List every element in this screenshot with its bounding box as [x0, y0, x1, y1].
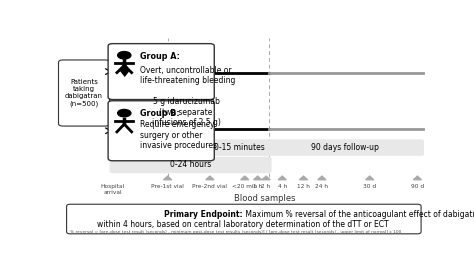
FancyBboxPatch shape [66, 204, 421, 234]
Text: Pre-1st vial: Pre-1st vial [151, 184, 184, 189]
Polygon shape [278, 176, 286, 180]
Text: 90 d: 90 d [411, 184, 424, 189]
Polygon shape [365, 176, 374, 180]
Text: Maximum % reversal of the anticoagulant effect of dabigatran: Maximum % reversal of the anticoagulant … [243, 210, 474, 219]
Circle shape [118, 109, 131, 117]
Polygon shape [413, 176, 421, 180]
Circle shape [118, 52, 131, 59]
Polygon shape [300, 176, 308, 180]
Text: Group B:: Group B: [140, 109, 180, 118]
Polygon shape [254, 176, 262, 180]
Text: 24 h: 24 h [315, 184, 328, 189]
Text: ♦: ♦ [116, 62, 133, 81]
Text: 12 h: 12 h [297, 184, 310, 189]
Polygon shape [164, 176, 172, 180]
Polygon shape [241, 176, 249, 180]
FancyBboxPatch shape [207, 139, 272, 156]
FancyBboxPatch shape [58, 60, 109, 126]
Text: Require emergency
surgery or other
invasive procedures: Require emergency surgery or other invas… [140, 120, 217, 150]
FancyBboxPatch shape [108, 101, 214, 161]
Text: Pre-2nd vial: Pre-2nd vial [192, 184, 228, 189]
Text: 1 h: 1 h [253, 184, 262, 189]
FancyBboxPatch shape [266, 139, 424, 156]
Text: Overt, uncontrollable or
life-threatening bleeding: Overt, uncontrollable or life-threatenin… [140, 66, 236, 85]
Text: within 4 hours, based on central laboratory determination of the dTT or ECT: within 4 hours, based on central laborat… [97, 219, 389, 228]
Text: Primary Endpoint:: Primary Endpoint: [164, 210, 243, 219]
Polygon shape [262, 176, 270, 180]
Text: 30 d: 30 d [363, 184, 376, 189]
Text: Hospital
arrival: Hospital arrival [100, 184, 125, 195]
Text: 4 h: 4 h [278, 184, 287, 189]
Polygon shape [318, 176, 326, 180]
Text: Patients
taking
dabigatran
(n=500): Patients taking dabigatran (n=500) [65, 79, 103, 107]
Text: 0-24 hours: 0-24 hours [170, 160, 211, 169]
Text: 5 g idarucizumab
(two separate
infusions of 2.5 g): 5 g idarucizumab (two separate infusions… [152, 98, 220, 127]
Text: <20 min: <20 min [232, 184, 257, 189]
Polygon shape [206, 176, 214, 180]
FancyBboxPatch shape [109, 157, 272, 173]
FancyBboxPatch shape [108, 44, 214, 100]
Text: Blood samples: Blood samples [234, 194, 296, 203]
Text: 0-15 minutes: 0-15 minutes [214, 143, 264, 152]
Text: 90 days follow-up: 90 days follow-up [311, 143, 379, 152]
Text: 2 h: 2 h [262, 184, 271, 189]
Text: % reversal = [pre-dose test result (seconds) - minimum post-dose test results (s: % reversal = [pre-dose test result (seco… [70, 230, 401, 234]
Text: Group A:: Group A: [140, 52, 180, 61]
